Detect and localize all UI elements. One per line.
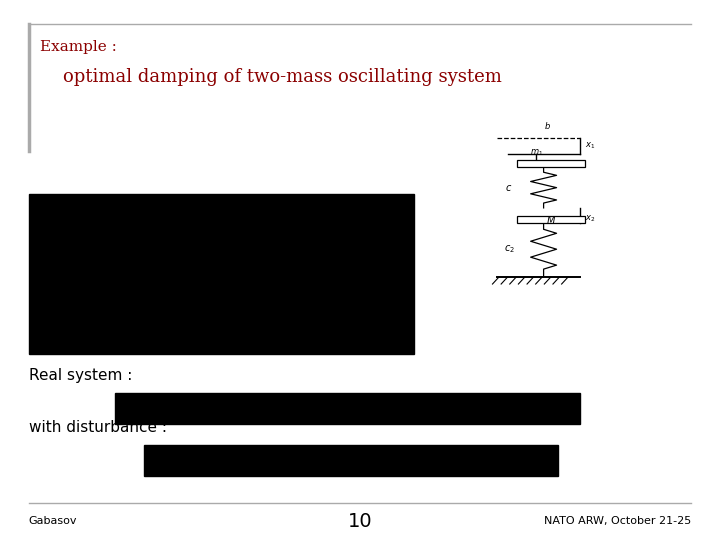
- Bar: [29, 194, 414, 354]
- Text: $x_1$: $x_1$: [585, 140, 595, 151]
- Text: $m_1$: $m_1$: [530, 148, 543, 158]
- Text: Gabasov: Gabasov: [29, 516, 77, 526]
- Text: $c_2$: $c_2$: [503, 244, 515, 255]
- Bar: [144, 445, 558, 476]
- Text: Example :: Example :: [40, 40, 117, 55]
- Bar: [517, 160, 585, 167]
- Text: $x_2$: $x_2$: [585, 213, 595, 224]
- Text: NATO ARW, October 21-25: NATO ARW, October 21-25: [544, 516, 691, 526]
- Text: optimal damping of two-mass oscillating system: optimal damping of two-mass oscillating …: [40, 68, 501, 85]
- Text: $b$: $b$: [544, 120, 551, 131]
- Bar: [115, 393, 580, 424]
- Text: $M$: $M$: [546, 213, 556, 226]
- Bar: [517, 216, 585, 223]
- Text: 10: 10: [348, 511, 372, 531]
- Text: with disturbance :: with disturbance :: [29, 420, 167, 435]
- Text: $c$: $c$: [505, 183, 513, 193]
- Text: Real system :: Real system :: [29, 368, 132, 383]
